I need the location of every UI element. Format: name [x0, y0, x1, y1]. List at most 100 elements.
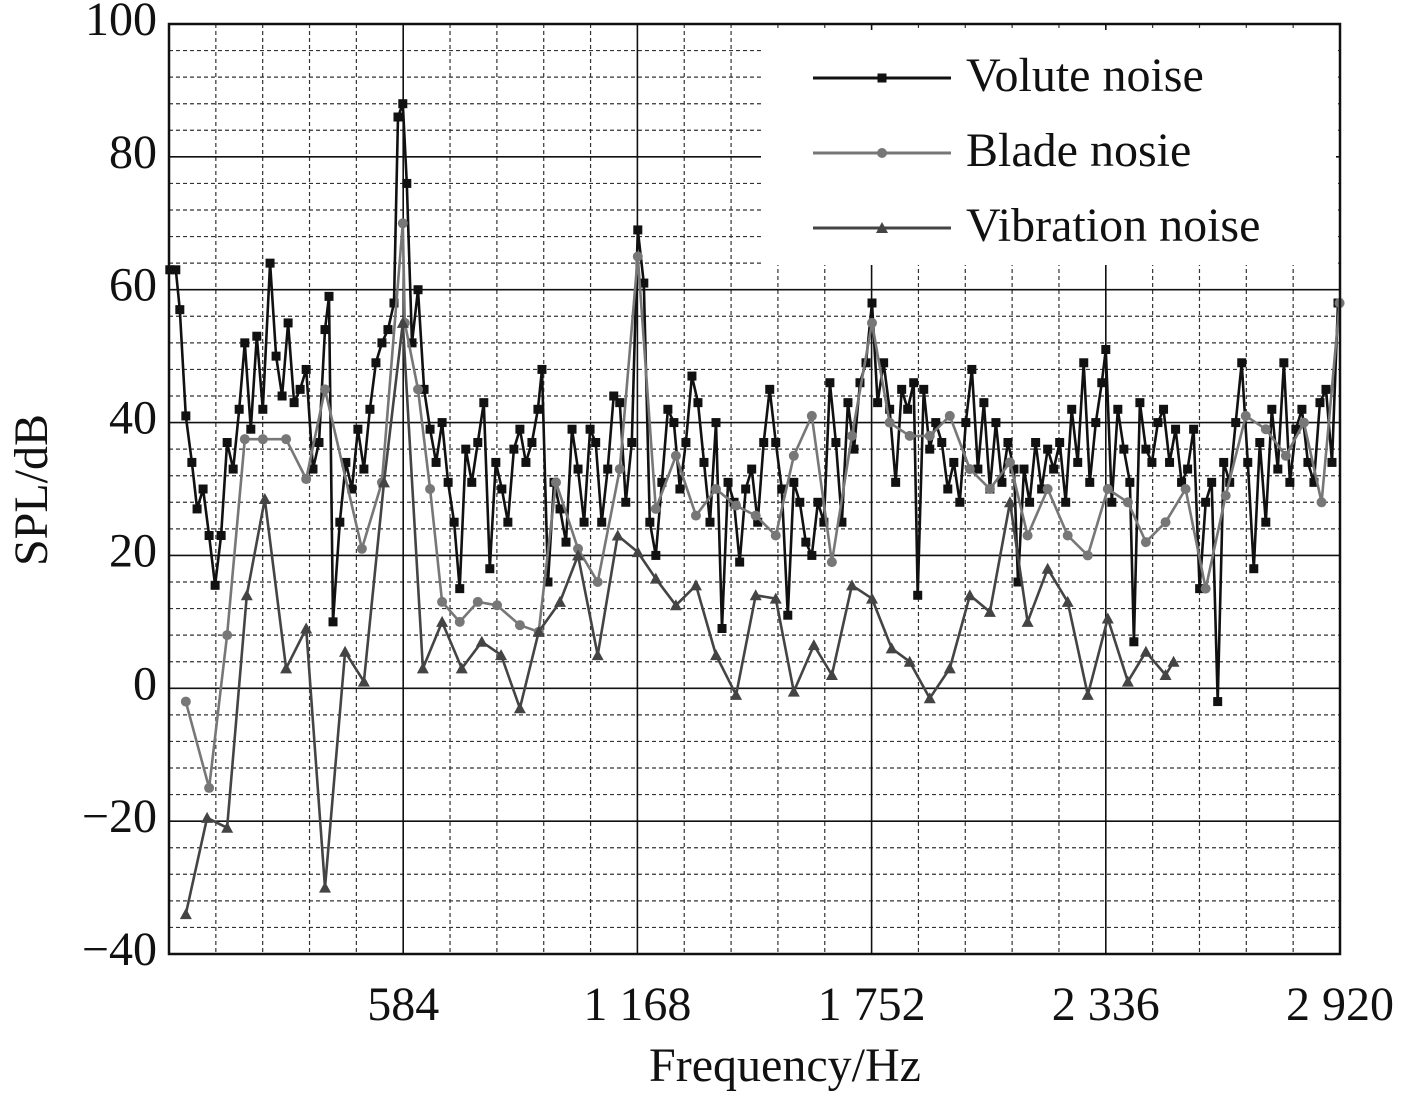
marker [783, 610, 793, 620]
marker [443, 477, 453, 487]
marker [210, 580, 220, 590]
marker [1159, 404, 1169, 414]
marker [1101, 345, 1111, 354]
marker [919, 384, 929, 394]
marker [1082, 550, 1093, 561]
legend-label: Volute noise [966, 49, 1204, 102]
marker [1042, 484, 1053, 494]
marker [283, 318, 293, 328]
marker [943, 662, 956, 674]
y-axis-label: SPL/dB [5, 414, 58, 566]
marker [639, 278, 649, 288]
marker [1207, 477, 1217, 487]
marker [383, 325, 393, 335]
marker [1285, 477, 1295, 487]
marker [913, 590, 923, 600]
marker [1291, 424, 1301, 434]
marker [967, 364, 977, 374]
marker [1013, 577, 1023, 587]
marker [1237, 358, 1247, 368]
marker [807, 639, 820, 651]
marker [555, 504, 565, 514]
marker [328, 617, 338, 627]
marker [319, 384, 330, 395]
marker [923, 692, 936, 704]
marker [717, 624, 727, 633]
marker [979, 398, 989, 408]
x-tick-label: 584 [367, 978, 439, 1031]
marker [239, 434, 250, 445]
marker [943, 484, 953, 494]
marker [891, 477, 901, 487]
marker [1159, 669, 1172, 680]
marker [475, 635, 488, 647]
marker [359, 464, 369, 474]
marker [1121, 675, 1134, 687]
marker [687, 371, 697, 381]
marker [353, 424, 363, 434]
marker [819, 517, 829, 527]
marker [1009, 464, 1019, 474]
marker [689, 579, 702, 591]
marker [1019, 464, 1029, 474]
marker [876, 222, 888, 233]
marker [1141, 444, 1151, 454]
plot-area [165, 99, 1345, 920]
marker [396, 316, 409, 328]
marker [866, 592, 879, 604]
marker [413, 384, 424, 395]
marker [295, 384, 305, 394]
marker [731, 500, 742, 511]
marker [1102, 484, 1113, 494]
marker [705, 517, 715, 527]
marker [1004, 457, 1015, 468]
marker [1049, 464, 1059, 474]
marker [632, 251, 643, 262]
marker [472, 596, 483, 607]
marker [651, 550, 661, 560]
marker [615, 398, 625, 408]
marker [991, 418, 1001, 428]
marker [1081, 688, 1094, 700]
marker [825, 669, 838, 680]
y-tick-label: 80 [109, 126, 157, 179]
marker [503, 517, 513, 527]
marker [271, 351, 281, 361]
marker [1073, 457, 1083, 467]
marker [222, 630, 233, 641]
marker [1255, 438, 1265, 447]
marker [204, 782, 215, 793]
marker [591, 649, 604, 661]
marker [1067, 404, 1077, 414]
marker [1260, 424, 1271, 435]
marker [1183, 464, 1193, 474]
marker [769, 592, 782, 604]
marker [320, 325, 330, 335]
marker [318, 881, 331, 893]
marker [371, 358, 381, 368]
marker [621, 497, 631, 507]
marker [771, 438, 781, 447]
marker [1061, 497, 1071, 507]
marker [324, 291, 334, 301]
marker [221, 821, 234, 833]
marker [1261, 517, 1271, 527]
marker [339, 645, 352, 657]
marker [455, 584, 465, 594]
marker [431, 457, 441, 467]
marker [561, 537, 571, 547]
marker [515, 424, 525, 434]
marker [1119, 444, 1129, 454]
marker [585, 424, 595, 434]
marker [873, 398, 883, 408]
marker [633, 225, 643, 235]
marker [1321, 384, 1331, 394]
marker [347, 484, 357, 494]
marker [681, 438, 691, 447]
marker [849, 444, 859, 454]
marker [537, 364, 547, 374]
x-tick-label: 2 336 [1052, 978, 1160, 1031]
marker [1180, 484, 1191, 494]
marker [961, 418, 971, 428]
marker [813, 497, 823, 507]
